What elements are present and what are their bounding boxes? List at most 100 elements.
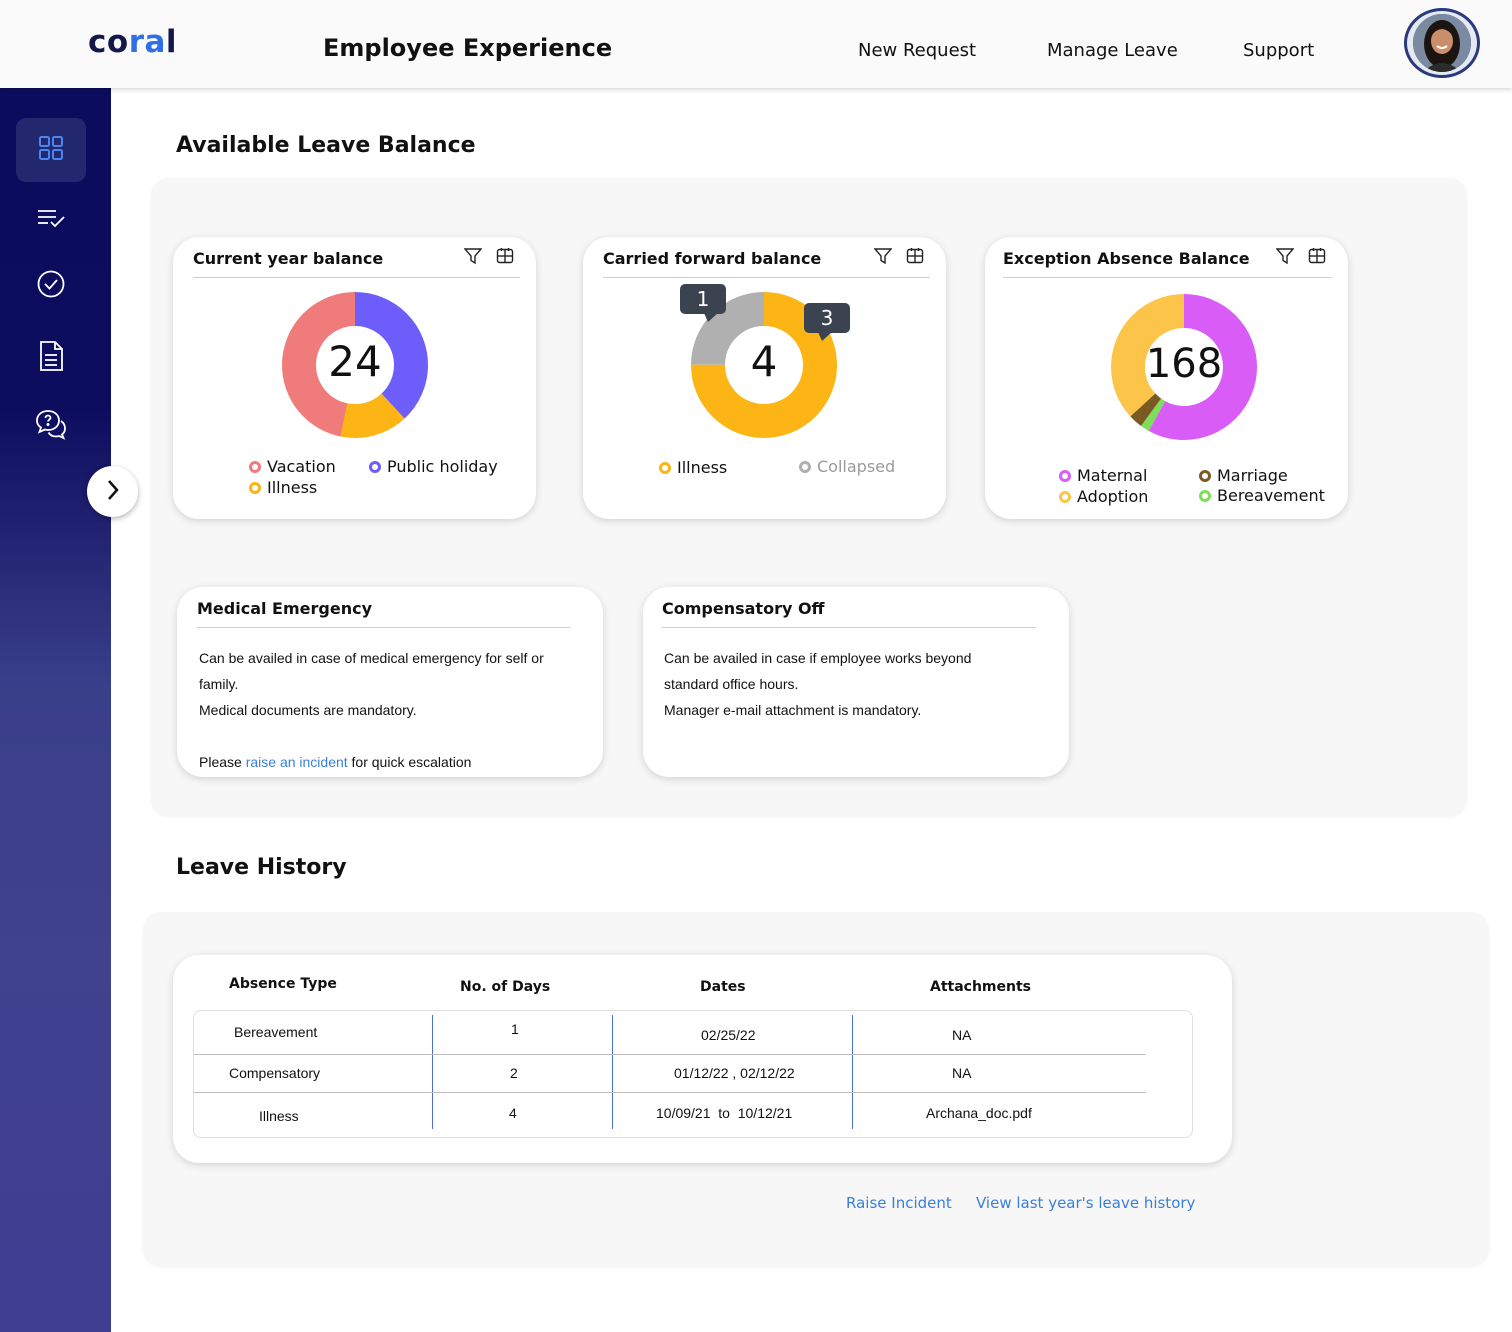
column-header: No. of Days (460, 979, 551, 995)
legend-label: Public holiday (387, 457, 498, 476)
legend-illness: Illness (249, 478, 317, 497)
cell-days: 2 (510, 1065, 518, 1081)
sidebar-item-documents[interactable] (16, 326, 86, 390)
attachment-link[interactable]: Archana_doc.pdf (926, 1105, 1032, 1121)
legend-swatch (1199, 489, 1211, 502)
exception-absence-total: 168 (1145, 341, 1223, 387)
donut-slice-adoption[interactable] (1111, 294, 1257, 440)
raise-incident-link[interactable]: raise an incident (245, 754, 348, 770)
check-circle-icon (36, 269, 66, 303)
card-divider (662, 627, 1036, 628)
sidebar-item-dashboard[interactable] (16, 118, 86, 182)
card-title: Compensatory Off (662, 599, 825, 618)
card-actions (463, 247, 514, 269)
text-line: Manager e-mail attachment is mandatory. (664, 702, 922, 718)
leave-balance-title: Available Leave Balance (176, 133, 476, 158)
cell-attachment: NA (952, 1065, 972, 1081)
dashboard-grid-icon (38, 135, 64, 165)
tooltip-illness-value: 3 (804, 303, 850, 333)
card-title: Carried forward balance (603, 249, 822, 268)
card-divider (1003, 277, 1332, 278)
legend-swatch (249, 481, 261, 494)
sidebar (0, 88, 111, 1332)
column-header: Attachments (930, 979, 1032, 995)
cell-absence-type: Illness (259, 1108, 299, 1124)
card-body: Can be availed in case if employee works… (664, 645, 971, 723)
checklist-icon (36, 206, 66, 234)
sidebar-expand-button[interactable] (87, 466, 138, 517)
card-actions (873, 247, 924, 269)
donut-slice-collapsed[interactable] (691, 292, 837, 438)
carried-forward-card: Carried forward balance 4 1 3 Illness Co… (583, 237, 946, 519)
tooltip-pointer (704, 313, 718, 322)
filter-icon[interactable] (873, 247, 893, 269)
text-fragment: Please (199, 754, 242, 770)
sidebar-item-tasks[interactable] (16, 188, 86, 252)
sidebar-item-approvals[interactable] (16, 254, 86, 318)
cell-dates: 02/25/22 (701, 1027, 756, 1043)
column-header: Dates (700, 979, 746, 995)
column-divider (852, 1015, 853, 1129)
leave-history-title: Leave History (176, 855, 347, 880)
carried-forward-total: 4 (750, 337, 778, 386)
legend-illness: Illness (659, 458, 727, 477)
compensatory-off-card: Compensatory Off Can be availed in case … (643, 587, 1069, 777)
text-line: Medical documents are mandatory. (199, 702, 417, 718)
cell-absence-type: Compensatory (229, 1065, 321, 1081)
nav-new-request[interactable]: New Request (858, 40, 977, 61)
legend-vacation: Vacation (249, 457, 336, 476)
avatar[interactable] (1404, 8, 1480, 78)
table-icon[interactable] (906, 247, 924, 269)
legend-swatch (369, 460, 381, 473)
sidebar-item-help[interactable] (16, 394, 86, 458)
legend-swatch (1199, 469, 1211, 482)
legend-swatch (249, 460, 261, 473)
current-year-donut[interactable] (281, 291, 429, 439)
exception-absence-donut[interactable] (1110, 293, 1258, 441)
raise-incident-link[interactable]: Raise Incident (846, 1194, 952, 1212)
card-divider (603, 277, 930, 278)
row-divider (194, 1092, 1146, 1093)
carried-forward-donut[interactable] (690, 291, 838, 439)
text-line: family. (199, 676, 239, 692)
leave-history-table: Bereavement 1 02/25/22 NA Compensatory 2… (193, 1010, 1193, 1138)
leave-history-table-card: Absence Type No. of Days Dates Attachmen… (173, 955, 1232, 1163)
legend-label: Marriage (1217, 466, 1288, 485)
tooltip-collapsed-value: 1 (680, 284, 726, 314)
chevron-right-icon (105, 478, 121, 506)
cell-days: 1 (511, 1021, 519, 1037)
table-icon[interactable] (1308, 247, 1326, 269)
text-line: standard office hours. (664, 676, 799, 692)
legend-marriage: Marriage (1199, 466, 1288, 485)
nav-support[interactable]: Support (1243, 40, 1315, 61)
donut-slice-public-holiday[interactable] (282, 292, 428, 438)
medical-emergency-card: Medical Emergency Can be availed in case… (177, 587, 603, 777)
card-title: Exception Absence Balance (1003, 249, 1250, 268)
cell-dates: 01/12/22 , 02/12/22 (674, 1065, 795, 1081)
legend-swatch (1059, 490, 1071, 503)
legend-label: Illness (677, 458, 728, 477)
table-icon[interactable] (496, 247, 514, 269)
coral-logo[interactable]: coralcoral (88, 24, 178, 60)
donut-slice-illness[interactable] (282, 292, 428, 438)
top-bar: coralcoral Employee Experience New Reque… (0, 0, 1512, 88)
legend-bereavement: Bereavement (1199, 486, 1325, 505)
legend-swatch (799, 460, 811, 473)
legend-swatch (659, 461, 671, 474)
current-year-card: Current year balance 24 Vacation Public … (173, 237, 536, 519)
row-divider (194, 1054, 1146, 1055)
nav-manage-leave[interactable]: Manage Leave (1047, 40, 1178, 61)
view-last-year-history-link[interactable]: View last year's leave history (976, 1194, 1196, 1212)
legend-collapsed: Collapsed (799, 457, 895, 476)
avatar-photo (1413, 14, 1471, 72)
filter-icon[interactable] (463, 247, 483, 269)
cell-days: 4 (509, 1105, 517, 1121)
text-fragment: for quick escalation (351, 754, 472, 770)
filter-icon[interactable] (1275, 247, 1295, 269)
card-actions (1275, 247, 1326, 269)
exception-absence-card: Exception Absence Balance 168 Maternal M… (985, 237, 1348, 519)
legend-swatch (1059, 469, 1071, 482)
legend-maternal: Maternal (1059, 466, 1147, 485)
card-title: Current year balance (193, 249, 384, 268)
card-body: Can be availed in case of medical emerge… (199, 645, 544, 775)
